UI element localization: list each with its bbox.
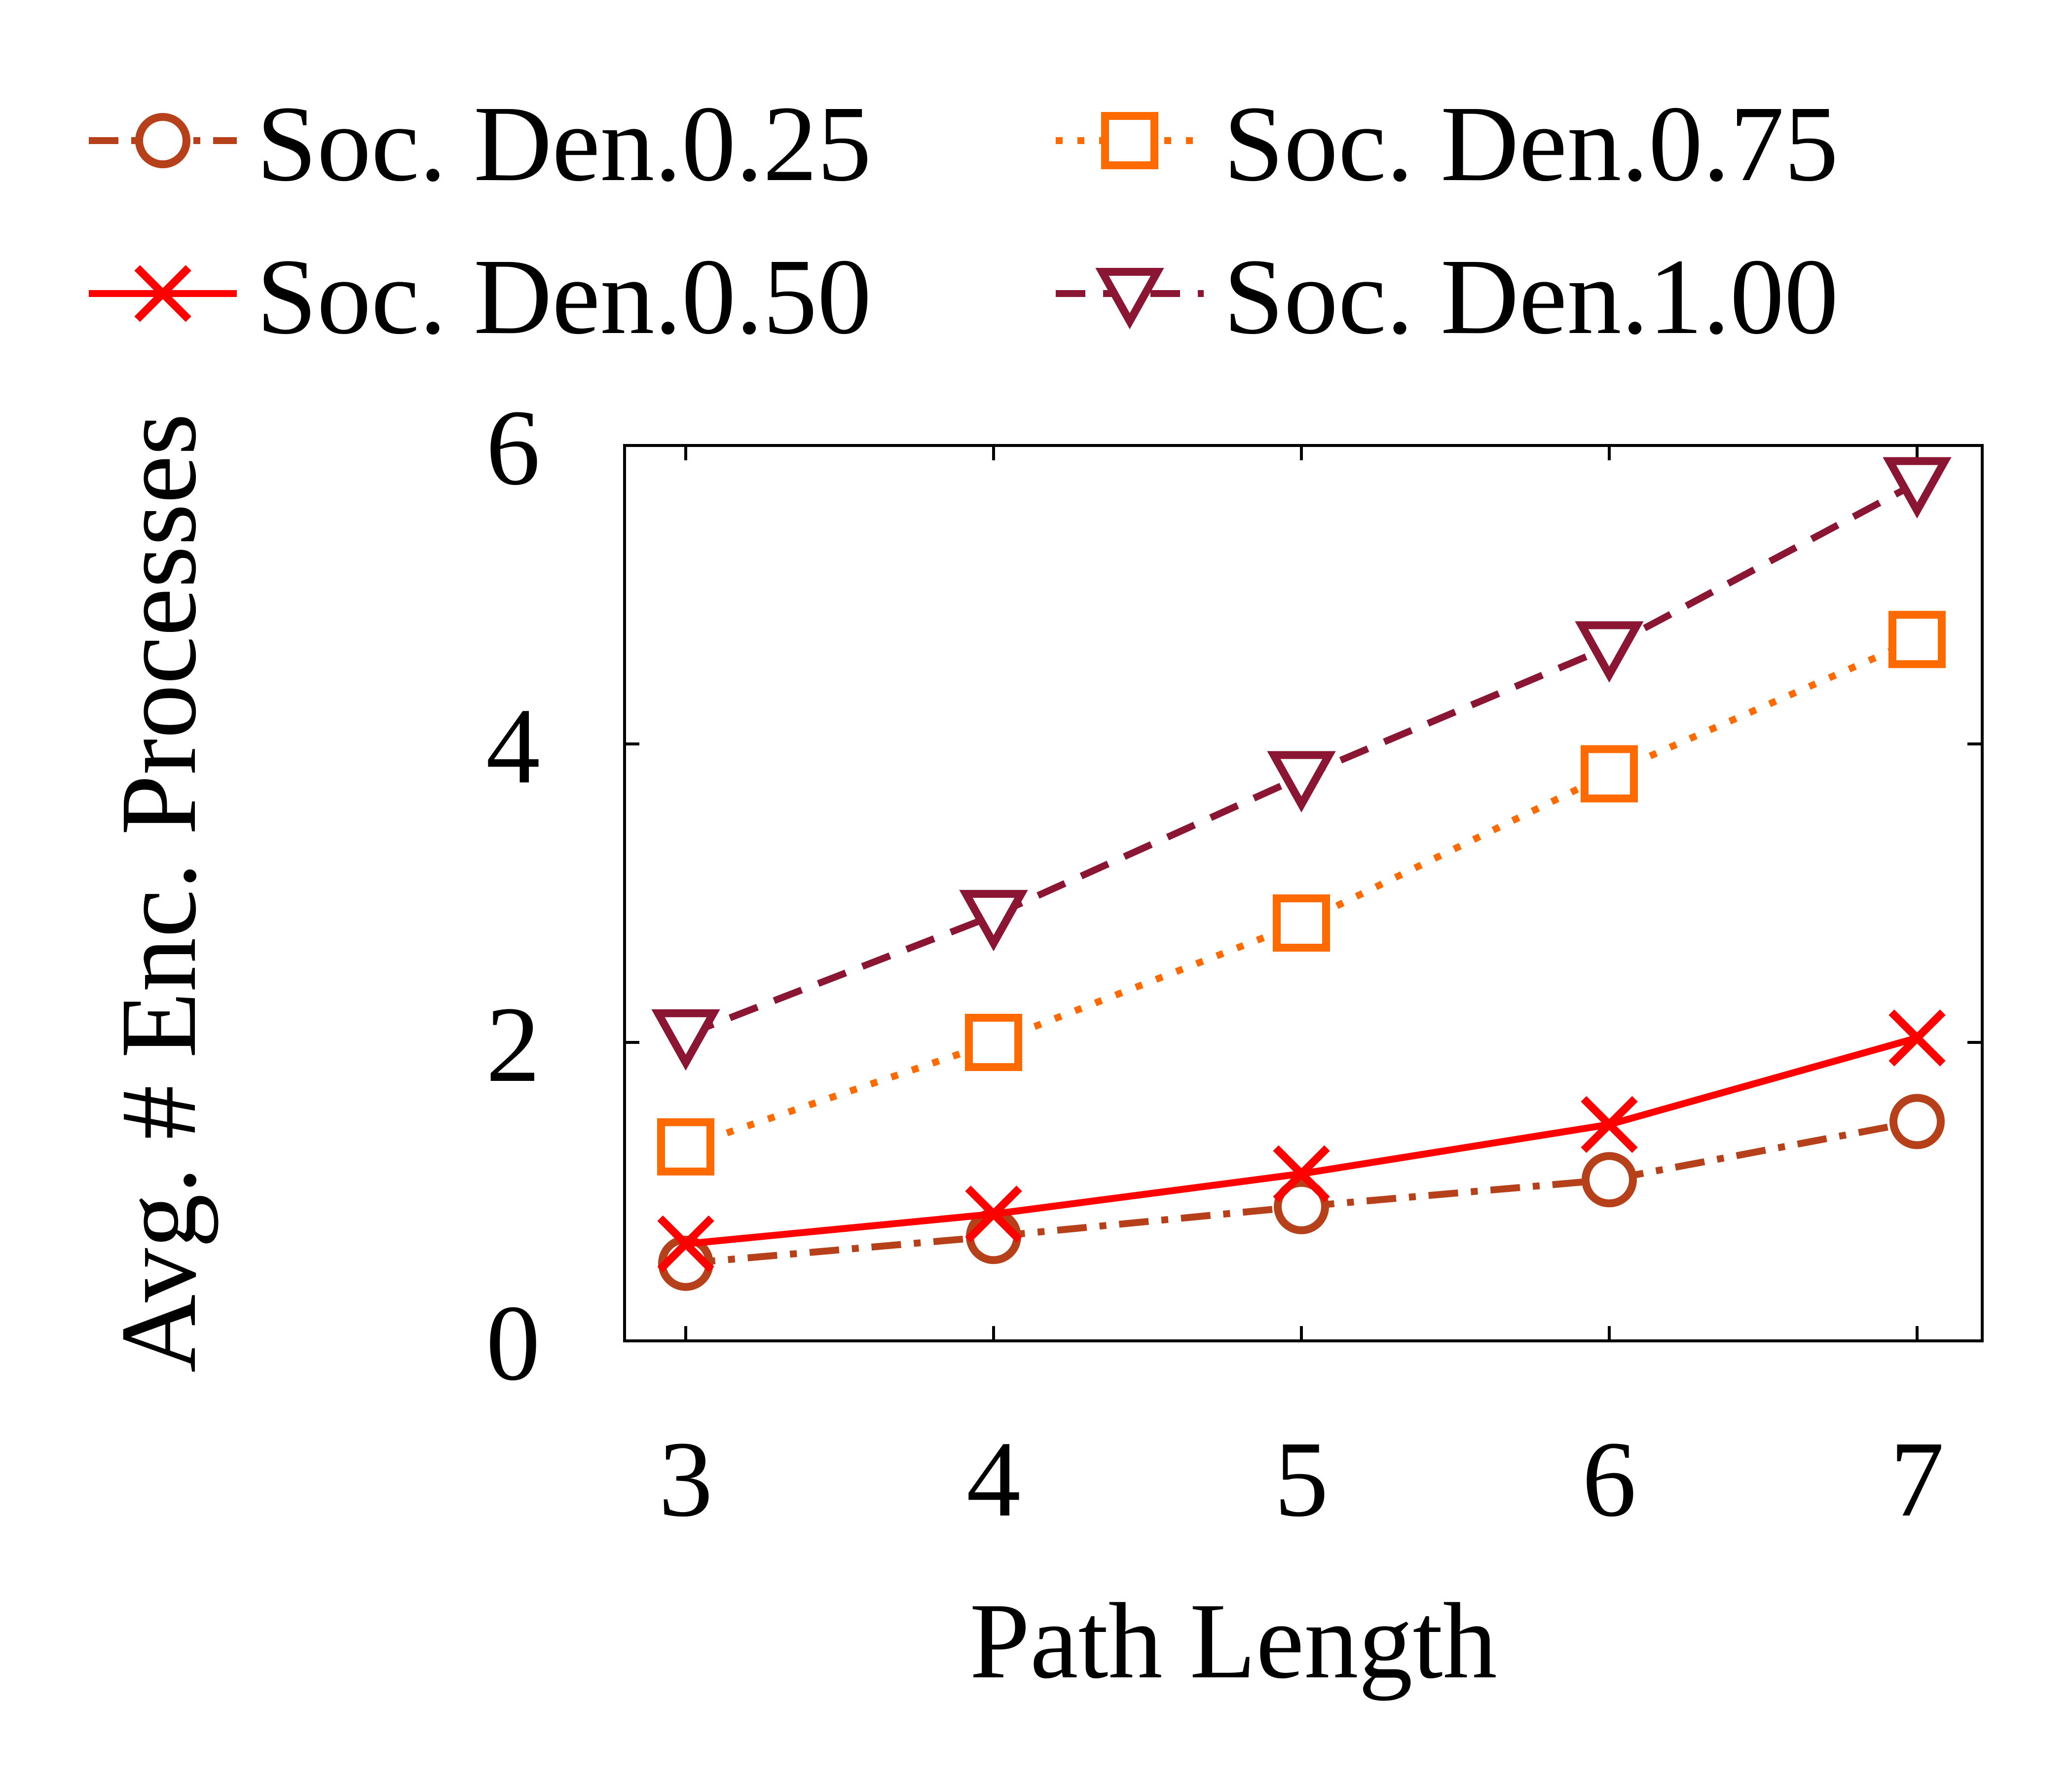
legend-label: Soc. Den.0.50 <box>257 236 872 357</box>
data-point <box>1273 1145 1330 1202</box>
series-line <box>684 636 1919 1150</box>
data-point <box>966 1209 1021 1264</box>
data-point <box>1889 1094 1945 1149</box>
data-point <box>657 1118 714 1176</box>
x-tick-label: 4 <box>966 1419 1021 1539</box>
tick-labels: 3 4 5 6 7 0 2 4 6 <box>486 387 1944 1539</box>
data-point <box>1581 745 1638 803</box>
series-1 <box>658 1094 1945 1291</box>
x-tick-label: 6 <box>1582 1419 1636 1539</box>
legend-marker <box>1095 268 1164 330</box>
plot-frame <box>623 444 1984 1342</box>
data-point <box>1274 1179 1329 1234</box>
legend-item: Soc. Den.0.50 <box>89 236 872 357</box>
legend: Soc. Den.0.25 Soc. Den.0.50 Soc. Den.0.75 S… <box>89 83 1839 357</box>
data-point <box>959 889 1028 952</box>
data-point <box>965 1185 1022 1243</box>
data-point <box>657 1215 714 1273</box>
x-tick-label: 5 <box>1274 1419 1329 1539</box>
legend-marker <box>134 265 191 322</box>
data-point <box>1582 1152 1637 1208</box>
y-axis-title: Avg. # Enc. Processes <box>98 413 219 1373</box>
legend-label: Soc. Den.0.75 <box>1223 83 1839 204</box>
data-point <box>1888 1009 1946 1067</box>
legend-item: Soc. Den.1.00 <box>1056 236 1839 357</box>
data-point <box>1267 751 1336 813</box>
legend-label: Soc. Den.0.25 <box>257 83 872 204</box>
data-point <box>651 1009 720 1071</box>
legend-item: Soc. Den.0.25 <box>89 83 872 204</box>
x-tick-label: 7 <box>1890 1419 1944 1539</box>
x-tick-label: 3 <box>659 1419 713 1539</box>
series-layer <box>651 457 1952 1291</box>
axis-ticks <box>625 444 1982 1342</box>
data-point <box>1888 611 1946 668</box>
data-point <box>1883 457 1952 518</box>
y-tick-label: 4 <box>486 686 540 806</box>
y-tick-label: 0 <box>486 1283 540 1403</box>
series-2 <box>657 1009 1946 1273</box>
data-point <box>1581 1096 1638 1153</box>
plot-area <box>623 444 1984 1342</box>
y-tick-label: 2 <box>486 984 540 1105</box>
y-tick-label: 6 <box>486 387 540 508</box>
series-line <box>685 1118 1918 1267</box>
data-point <box>965 1014 1022 1071</box>
legend-marker <box>1101 112 1158 169</box>
series-4 <box>651 457 1952 1071</box>
data-point <box>1273 894 1330 952</box>
legend-marker <box>135 113 190 168</box>
series-3 <box>657 611 1946 1176</box>
legend-label: Soc. Den.1.00 <box>1223 236 1839 357</box>
legend-item: Soc. Den.0.75 <box>1056 83 1839 204</box>
x-axis-title: Path Length <box>969 1581 1497 1701</box>
data-point <box>1575 621 1644 683</box>
